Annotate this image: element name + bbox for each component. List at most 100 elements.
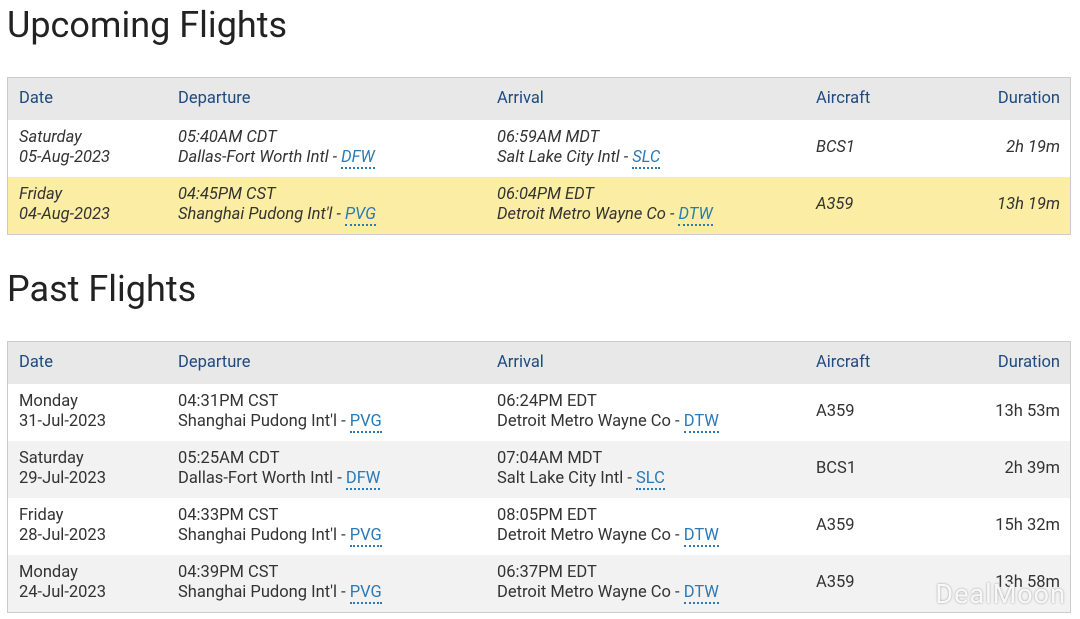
column-header: Aircraft (816, 353, 871, 372)
watermark: DealMoon (935, 578, 1066, 610)
column-header: Duration (997, 353, 1060, 372)
airport-line: Detroit Metro Wayne Co - DTW (497, 526, 719, 547)
airport-code-link[interactable]: DTW (683, 526, 719, 547)
header-row: Date Departure Arrival Aircraft Duration (8, 78, 1070, 120)
airport-name: Dallas-Fort Worth Intl - (178, 148, 338, 167)
duration: 13h 53m (995, 402, 1060, 421)
airport-line: Detroit Metro Wayne Co - DTW (497, 583, 719, 604)
airport-code-link[interactable]: DTW (678, 205, 713, 226)
arrival-cell: 06:59AM MDT Salt Lake City Intl - SLC (497, 128, 661, 169)
flights-table: Date Departure Arrival Aircraft Duration Mond… (7, 341, 1071, 613)
airport-name: Detroit Metro Wayne Co - (497, 412, 680, 431)
airport-line: Detroit Metro Wayne Co - DTW (497, 412, 719, 433)
aircraft: A359 (816, 402, 855, 421)
airport-name: Detroit Metro Wayne Co - (497, 583, 680, 602)
duration: 13h 19m (997, 195, 1060, 214)
airport-name: Shanghai Pudong Int'l - (178, 583, 346, 602)
date-cell: Friday 04-Aug-2023 (19, 185, 110, 225)
header-row: Date Departure Arrival Aircraft Duration (8, 342, 1070, 384)
date: 04-Aug-2023 (19, 205, 110, 224)
arrival-cell: 06:37PM EDT Detroit Metro Wayne Co - DTW (497, 563, 719, 604)
airport-code-link[interactable]: SLC (632, 148, 661, 169)
column-header: Departure (178, 353, 251, 372)
flights-table: Date Departure Arrival Aircraft Duration Satu… (7, 77, 1071, 235)
airport-line: Dallas-Fort Worth Intl - DFW (178, 469, 381, 490)
flight-row: Saturday 05-Aug-2023 05:40AM CDT Dallas-For… (8, 120, 1070, 177)
day: Friday (19, 506, 64, 525)
airport-code-link[interactable]: SLC (636, 469, 665, 490)
day: Monday (19, 563, 78, 582)
duration: 2h 19m (1006, 138, 1060, 157)
flight-row: Friday 28-Jul-2023 04:33PM CST Shanghai Pud… (8, 498, 1070, 555)
column-header: Aircraft (816, 89, 871, 108)
day: Friday (19, 185, 63, 204)
aircraft: BCS1 (816, 138, 855, 157)
aircraft: A359 (816, 573, 855, 592)
airport-line: Shanghai Pudong Int'l - PVG (178, 205, 377, 226)
flight-row: Friday 04-Aug-2023 04:45PM CST Shanghai Pud… (8, 177, 1070, 234)
time: 06:37PM EDT (497, 563, 597, 582)
airport-name: Salt Lake City Intl - (497, 469, 632, 488)
time: 06:24PM EDT (497, 392, 597, 411)
airport-code-link[interactable]: DTW (683, 583, 719, 604)
time: 06:59AM MDT (497, 128, 600, 147)
departure-cell: 04:45PM CST Shanghai Pudong Int'l - PVG (178, 185, 377, 226)
duration: 2h 39m (1004, 459, 1060, 478)
time: 05:40AM CDT (178, 128, 277, 147)
date-cell: Monday 31-Jul-2023 (19, 392, 106, 432)
airport-code-link[interactable]: PVG (349, 583, 382, 604)
column-header: Duration (997, 89, 1060, 108)
column-header: Departure (178, 89, 251, 108)
time: 05:25AM CDT (178, 449, 280, 468)
airport-name: Salt Lake City Intl - (497, 148, 629, 167)
time: 07:04AM MDT (497, 449, 603, 468)
day: Monday (19, 392, 78, 411)
date: 31-Jul-2023 (19, 412, 106, 431)
departure-cell: 04:33PM CST Shanghai Pudong Int'l - PVG (178, 506, 382, 547)
date-cell: Saturday 05-Aug-2023 (19, 128, 110, 168)
section-title: Past Flights (7, 268, 197, 310)
departure-cell: 05:40AM CDT Dallas-Fort Worth Intl - DFW (178, 128, 375, 169)
duration: 15h 32m (995, 516, 1060, 535)
arrival-cell: 08:05PM EDT Detroit Metro Wayne Co - DTW (497, 506, 719, 547)
departure-cell: 05:25AM CDT Dallas-Fort Worth Intl - DFW (178, 449, 381, 490)
airport-line: Shanghai Pudong Int'l - PVG (178, 583, 382, 604)
airport-line: Salt Lake City Intl - SLC (497, 469, 665, 490)
airport-code-link[interactable]: PVG (349, 412, 382, 433)
day: Saturday (19, 128, 82, 147)
flight-row: Monday 24-Jul-2023 04:39PM CST Shanghai Pud… (8, 555, 1070, 612)
date-cell: Friday 28-Jul-2023 (19, 506, 106, 546)
time: 04:33PM CST (178, 506, 279, 525)
aircraft: BCS1 (816, 459, 857, 478)
airport-code-link[interactable]: DTW (683, 412, 719, 433)
column-header: Arrival (497, 89, 544, 108)
airport-line: Shanghai Pudong Int'l - PVG (178, 412, 382, 433)
column-header: Arrival (497, 353, 544, 372)
airport-name: Detroit Metro Wayne Co - (497, 205, 675, 224)
time: 04:45PM CST (178, 185, 276, 204)
departure-cell: 04:39PM CST Shanghai Pudong Int'l - PVG (178, 563, 382, 604)
time: 04:31PM CST (178, 392, 279, 411)
departure-cell: 04:31PM CST Shanghai Pudong Int'l - PVG (178, 392, 382, 433)
airport-code-link[interactable]: PVG (349, 526, 382, 547)
arrival-cell: 06:04PM EDT Detroit Metro Wayne Co - DTW (497, 185, 713, 226)
column-header: Date (19, 89, 53, 108)
airport-line: Salt Lake City Intl - SLC (497, 148, 661, 169)
airport-name: Shanghai Pudong Int'l - (178, 526, 346, 545)
airport-name: Shanghai Pudong Int'l - (178, 412, 346, 431)
airport-name: Shanghai Pudong Int'l - (178, 205, 341, 224)
column-header: Date (19, 353, 53, 372)
arrival-cell: 06:24PM EDT Detroit Metro Wayne Co - DTW (497, 392, 719, 433)
section-title: Upcoming Flights (7, 4, 288, 46)
airport-code-link[interactable]: DFW (345, 469, 381, 490)
airport-code-link[interactable]: PVG (344, 205, 377, 226)
time: 04:39PM CST (178, 563, 279, 582)
airport-code-link[interactable]: DFW (341, 148, 375, 169)
arrival-cell: 07:04AM MDT Salt Lake City Intl - SLC (497, 449, 665, 490)
day: Saturday (19, 449, 84, 468)
time: 06:04PM EDT (497, 185, 594, 204)
flight-row: Saturday 29-Jul-2023 05:25AM CDT Dallas-For… (8, 441, 1070, 498)
time: 08:05PM EDT (497, 506, 597, 525)
date-cell: Saturday 29-Jul-2023 (19, 449, 106, 489)
